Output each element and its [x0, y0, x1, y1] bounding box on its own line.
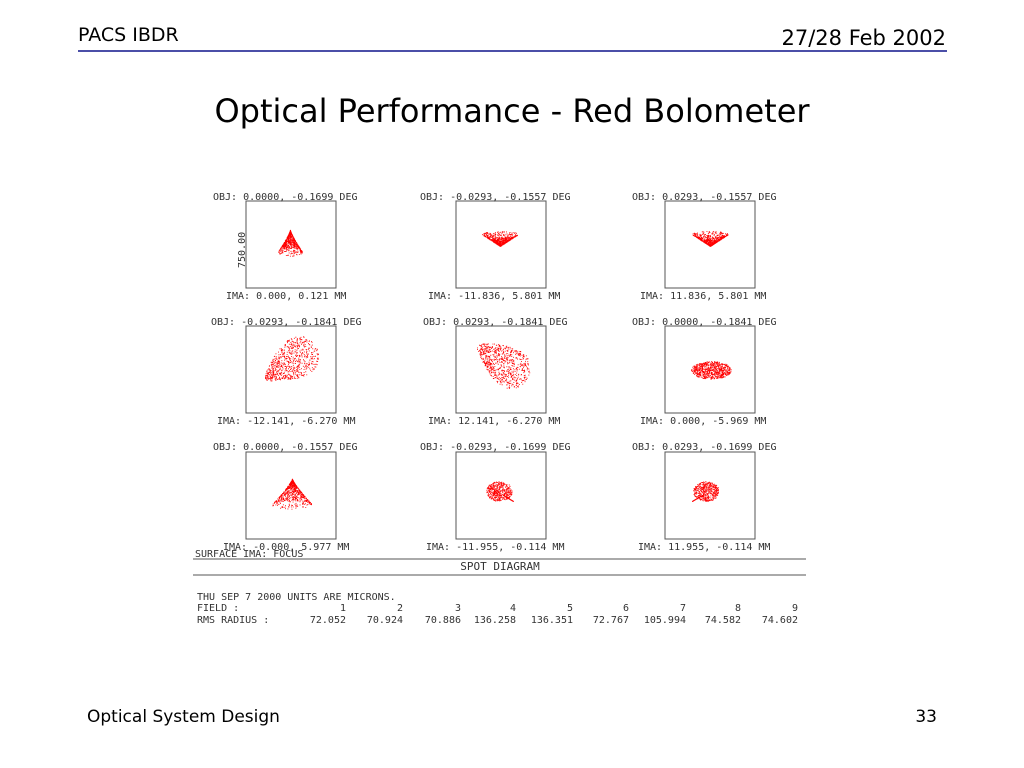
panel-9-frame [664, 451, 756, 540]
panel-5-ima-label: IMA: 12.141, -6.270 MM [428, 416, 560, 427]
spot-pattern-6 [691, 361, 732, 380]
spots-layer [265, 229, 732, 510]
rms-value-6: 72.767 [593, 615, 629, 626]
panel-7-ima-label: IMA: -0.000, 5.977 MM [223, 542, 349, 553]
rms-value-1: 72.052 [310, 615, 346, 626]
date-units-line: THU SEP 7 2000 UNITS ARE MICRONS. [197, 592, 396, 603]
footer-page-number: 33 [915, 707, 937, 727]
spot-pattern-4 [265, 336, 319, 382]
panel-6-frame [664, 325, 756, 414]
spot-pattern-8 [486, 481, 514, 502]
footer-course-title: Optical System Design [87, 707, 280, 727]
header-divider [78, 50, 947, 52]
field-value-3: 3 [455, 603, 461, 614]
panel-9-obj-label: OBJ: 0.0293, -0.1699 DEG [632, 442, 777, 453]
panel-3-frame [664, 200, 756, 289]
field-value-5: 5 [567, 603, 573, 614]
spot-points-7 [272, 478, 312, 510]
spot-pattern-3 [692, 231, 729, 247]
spot-pattern-2 [482, 231, 518, 247]
rms-value-4: 136.258 [474, 615, 516, 626]
panel-4-obj-label: OBJ: -0.0293, -0.1841 DEG [211, 317, 362, 328]
panel-6-ima-label: IMA: 0.000, -5.969 MM [640, 416, 766, 427]
spot-pattern-1 [278, 229, 303, 257]
panel-9-ima-label: IMA: 11.955, -0.114 MM [638, 542, 770, 553]
spot-points-5 [477, 343, 531, 389]
panel-2-obj-label: OBJ: -0.0293, -0.1557 DEG [420, 192, 571, 203]
rms-value-2: 70.924 [367, 615, 403, 626]
panel-boxes-layer [245, 200, 756, 540]
rms-values: 72.052 70.924 70.886 136.258 136.351 72.767 10… [310, 615, 798, 626]
panel-5-frame [455, 325, 547, 414]
panel-7-frame [245, 451, 337, 540]
spot-pattern-5 [477, 343, 531, 389]
field-values: 1 2 3 4 5 6 7 8 9 [340, 603, 798, 614]
panel-8-ima-label: IMA: -11.955, -0.114 MM [426, 542, 564, 553]
panel-4-ima-label: IMA: -12.141, -6.270 MM [217, 416, 355, 427]
spot-diagram-heading: SPOT DIAGRAM [460, 560, 540, 573]
slide-title: Optical Performance - Red Bolometer [214, 92, 810, 130]
field-value-1: 1 [340, 603, 346, 614]
panel-5-obj-label: OBJ: 0.0293, -0.1841 DEG [423, 317, 568, 328]
field-row-label: FIELD : [197, 603, 239, 614]
panel-4-frame [245, 325, 337, 414]
header-date: 27/28 Feb 2002 [781, 26, 947, 50]
rms-value-5: 136.351 [531, 615, 573, 626]
spot-points-6 [691, 361, 732, 380]
scale-bar-label: 750.00 [237, 232, 248, 268]
field-value-4: 4 [510, 603, 516, 614]
field-value-2: 2 [397, 603, 403, 614]
panel-2-ima-label: IMA: -11.836, 5.801 MM [428, 291, 560, 302]
rms-value-9: 74.602 [762, 615, 798, 626]
rms-value-7: 105.994 [644, 615, 686, 626]
panel-3-ima-label: IMA: 11.836, 5.801 MM [640, 291, 766, 302]
panel-1-obj-label: OBJ: 0.0000, -0.1699 DEG [213, 192, 358, 203]
panel-7-obj-label: OBJ: 0.0000, -0.1557 DEG [213, 442, 358, 453]
spot-points-8 [486, 481, 514, 502]
rms-value-3: 70.886 [425, 615, 461, 626]
spot-pattern-7 [272, 478, 312, 510]
spot-points-3 [692, 231, 729, 247]
rms-row-label: RMS RADIUS : [197, 615, 269, 626]
field-value-7: 7 [680, 603, 686, 614]
field-value-8: 8 [735, 603, 741, 614]
spot-pattern-9 [692, 481, 719, 502]
spot-points-1 [278, 229, 303, 257]
spot-points-2 [482, 231, 518, 247]
panel-2-frame [455, 200, 547, 289]
panel-8-obj-label: OBJ: -0.0293, -0.1699 DEG [420, 442, 571, 453]
panel-8-frame [455, 451, 547, 540]
panel-6-obj-label: OBJ: 0.0000, -0.1841 DEG [632, 317, 777, 328]
surface-label: SURFACE IMA: FOCUS [195, 549, 303, 560]
header-left-title: PACS IBDR [78, 24, 179, 46]
spot-points-9 [692, 481, 719, 502]
field-value-9: 9 [792, 603, 798, 614]
panel-1-ima-label: IMA: 0.000, 0.121 MM [226, 291, 346, 302]
field-value-6: 6 [623, 603, 629, 614]
panel-3-obj-label: OBJ: 0.0293, -0.1557 DEG [632, 192, 777, 203]
rms-value-8: 74.582 [705, 615, 741, 626]
spot-points-4 [265, 336, 319, 382]
